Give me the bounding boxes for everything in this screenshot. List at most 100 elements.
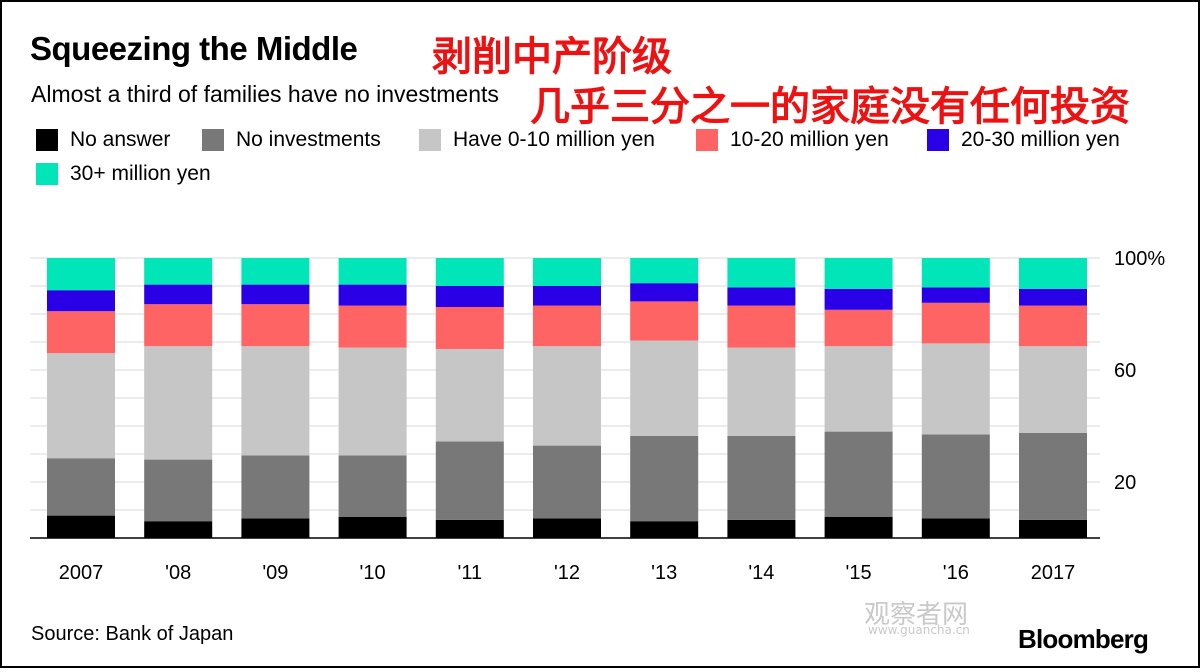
- legend-item-20-30-million: 20-30 million yen: [927, 128, 1120, 152]
- bar-segment: [144, 304, 213, 347]
- bar-segment: [435, 441, 504, 520]
- bar-segment: [144, 521, 213, 538]
- legend-label: 10-20 million yen: [730, 128, 889, 151]
- x-tick-label: '08: [165, 562, 191, 584]
- bar-segment: [533, 518, 601, 538]
- bar-segment: [533, 258, 601, 286]
- legend-item-30-plus-million: 30+ million yen: [36, 162, 211, 186]
- y-tick-label: 60: [1114, 360, 1136, 382]
- x-tick-label: '15: [846, 562, 872, 584]
- watermark: 观察者网: [864, 600, 969, 630]
- chinese-subtitle-annotation: 几乎三分之一的家庭没有任何投资: [530, 84, 1130, 130]
- bar-segment: [824, 346, 893, 432]
- bar-segment: [47, 258, 115, 291]
- bar-segment: [727, 305, 796, 348]
- bar-segment: [241, 518, 310, 538]
- bar-segment: [47, 458, 115, 516]
- legend-swatch: [36, 163, 58, 185]
- bar-segment: [435, 349, 504, 442]
- legend-swatch: [202, 129, 224, 151]
- legend-label: 20-30 million yen: [961, 128, 1120, 151]
- bar-segment: [144, 459, 213, 522]
- bar-segment: [1019, 433, 1087, 520]
- legend-item-no-investments: No investments: [202, 128, 381, 152]
- bar-segment: [338, 305, 407, 348]
- bar-segment: [338, 455, 407, 517]
- legend-swatch: [36, 129, 58, 151]
- bar-segment: [727, 519, 796, 538]
- x-tick-label: 2007: [59, 562, 104, 584]
- bar-segment: [338, 347, 407, 456]
- bar-segment: [144, 284, 213, 305]
- bar-segment: [921, 287, 990, 303]
- bar-segment: [241, 346, 310, 456]
- bar-segment: [630, 258, 699, 284]
- bar-segment: [921, 434, 990, 519]
- bar-segment: [727, 435, 796, 520]
- bar-segment: [533, 305, 601, 347]
- legend-label: Have 0-10 million yen: [453, 128, 655, 151]
- bar-segment: [630, 435, 699, 522]
- bar-segment: [921, 518, 990, 538]
- bar-segment: [338, 517, 407, 538]
- bar-segment: [435, 307, 504, 349]
- bar-segment: [921, 258, 990, 288]
- chinese-title-annotation: 剥削中产阶级: [432, 34, 672, 80]
- chart-title: Squeezing the Middle: [30, 30, 358, 67]
- x-tick-label: 2017: [1031, 562, 1076, 584]
- bar-segment: [1019, 258, 1087, 289]
- bar-segment: [824, 258, 893, 289]
- bar-segment: [630, 283, 699, 302]
- legend-label: 30+ million yen: [70, 162, 211, 185]
- bar-segment: [727, 347, 796, 436]
- bar-segment: [144, 346, 213, 460]
- bar-segment: [435, 286, 504, 307]
- legend-swatch: [927, 129, 949, 151]
- bar-segment: [1019, 305, 1087, 347]
- bar-segment: [533, 346, 601, 446]
- bar-segment: [921, 343, 990, 435]
- x-tick-label: '11: [458, 562, 483, 584]
- bar-segment: [241, 258, 310, 285]
- bar-segment: [1019, 519, 1087, 538]
- bar-segment: [824, 288, 893, 310]
- legend-item-10-20-million: 10-20 million yen: [696, 128, 889, 152]
- bar-segment: [47, 353, 115, 459]
- bar-segment: [921, 302, 990, 344]
- y-tick-label: 20: [1114, 472, 1136, 494]
- bar-segment: [824, 309, 893, 347]
- bar-segment: [338, 284, 407, 306]
- legend-label: No answer: [70, 128, 171, 151]
- x-tick-label: '14: [748, 562, 774, 584]
- legend-item-no-answer: No answer: [36, 128, 170, 152]
- bar-segment: [727, 258, 796, 288]
- bar-segment: [435, 519, 504, 538]
- x-tick-label: '13: [651, 562, 677, 584]
- x-tick-label: '16: [943, 562, 969, 584]
- bar-segment: [630, 521, 699, 538]
- bar-segment: [533, 445, 601, 519]
- y-tick-label: 100%: [1114, 248, 1165, 270]
- bar-segment: [47, 311, 115, 354]
- bar-segment: [1019, 346, 1087, 433]
- x-tick-label: '09: [262, 562, 288, 584]
- bar-segment: [144, 258, 213, 285]
- legend-item-0-10-million: Have 0-10 million yen: [419, 128, 655, 152]
- bar-segment: [241, 304, 310, 347]
- bar-segment: [241, 455, 310, 519]
- bar-segment: [824, 517, 893, 538]
- bloomberg-logo: Bloomberg: [1018, 624, 1149, 654]
- bar-segment: [630, 340, 699, 436]
- bar-segment: [824, 431, 893, 517]
- chart-subtitle: Almost a third of families have no inves…: [31, 81, 499, 107]
- bar-segment: [727, 287, 796, 306]
- bar-segment: [47, 290, 115, 312]
- bar-segment: [47, 515, 115, 538]
- x-tick-label: '12: [554, 562, 580, 584]
- bar-segment: [630, 301, 699, 341]
- bar-segment: [435, 258, 504, 286]
- bar-segment: [241, 284, 310, 305]
- bar-segment: [1019, 288, 1087, 306]
- legend-label: No investments: [236, 128, 381, 151]
